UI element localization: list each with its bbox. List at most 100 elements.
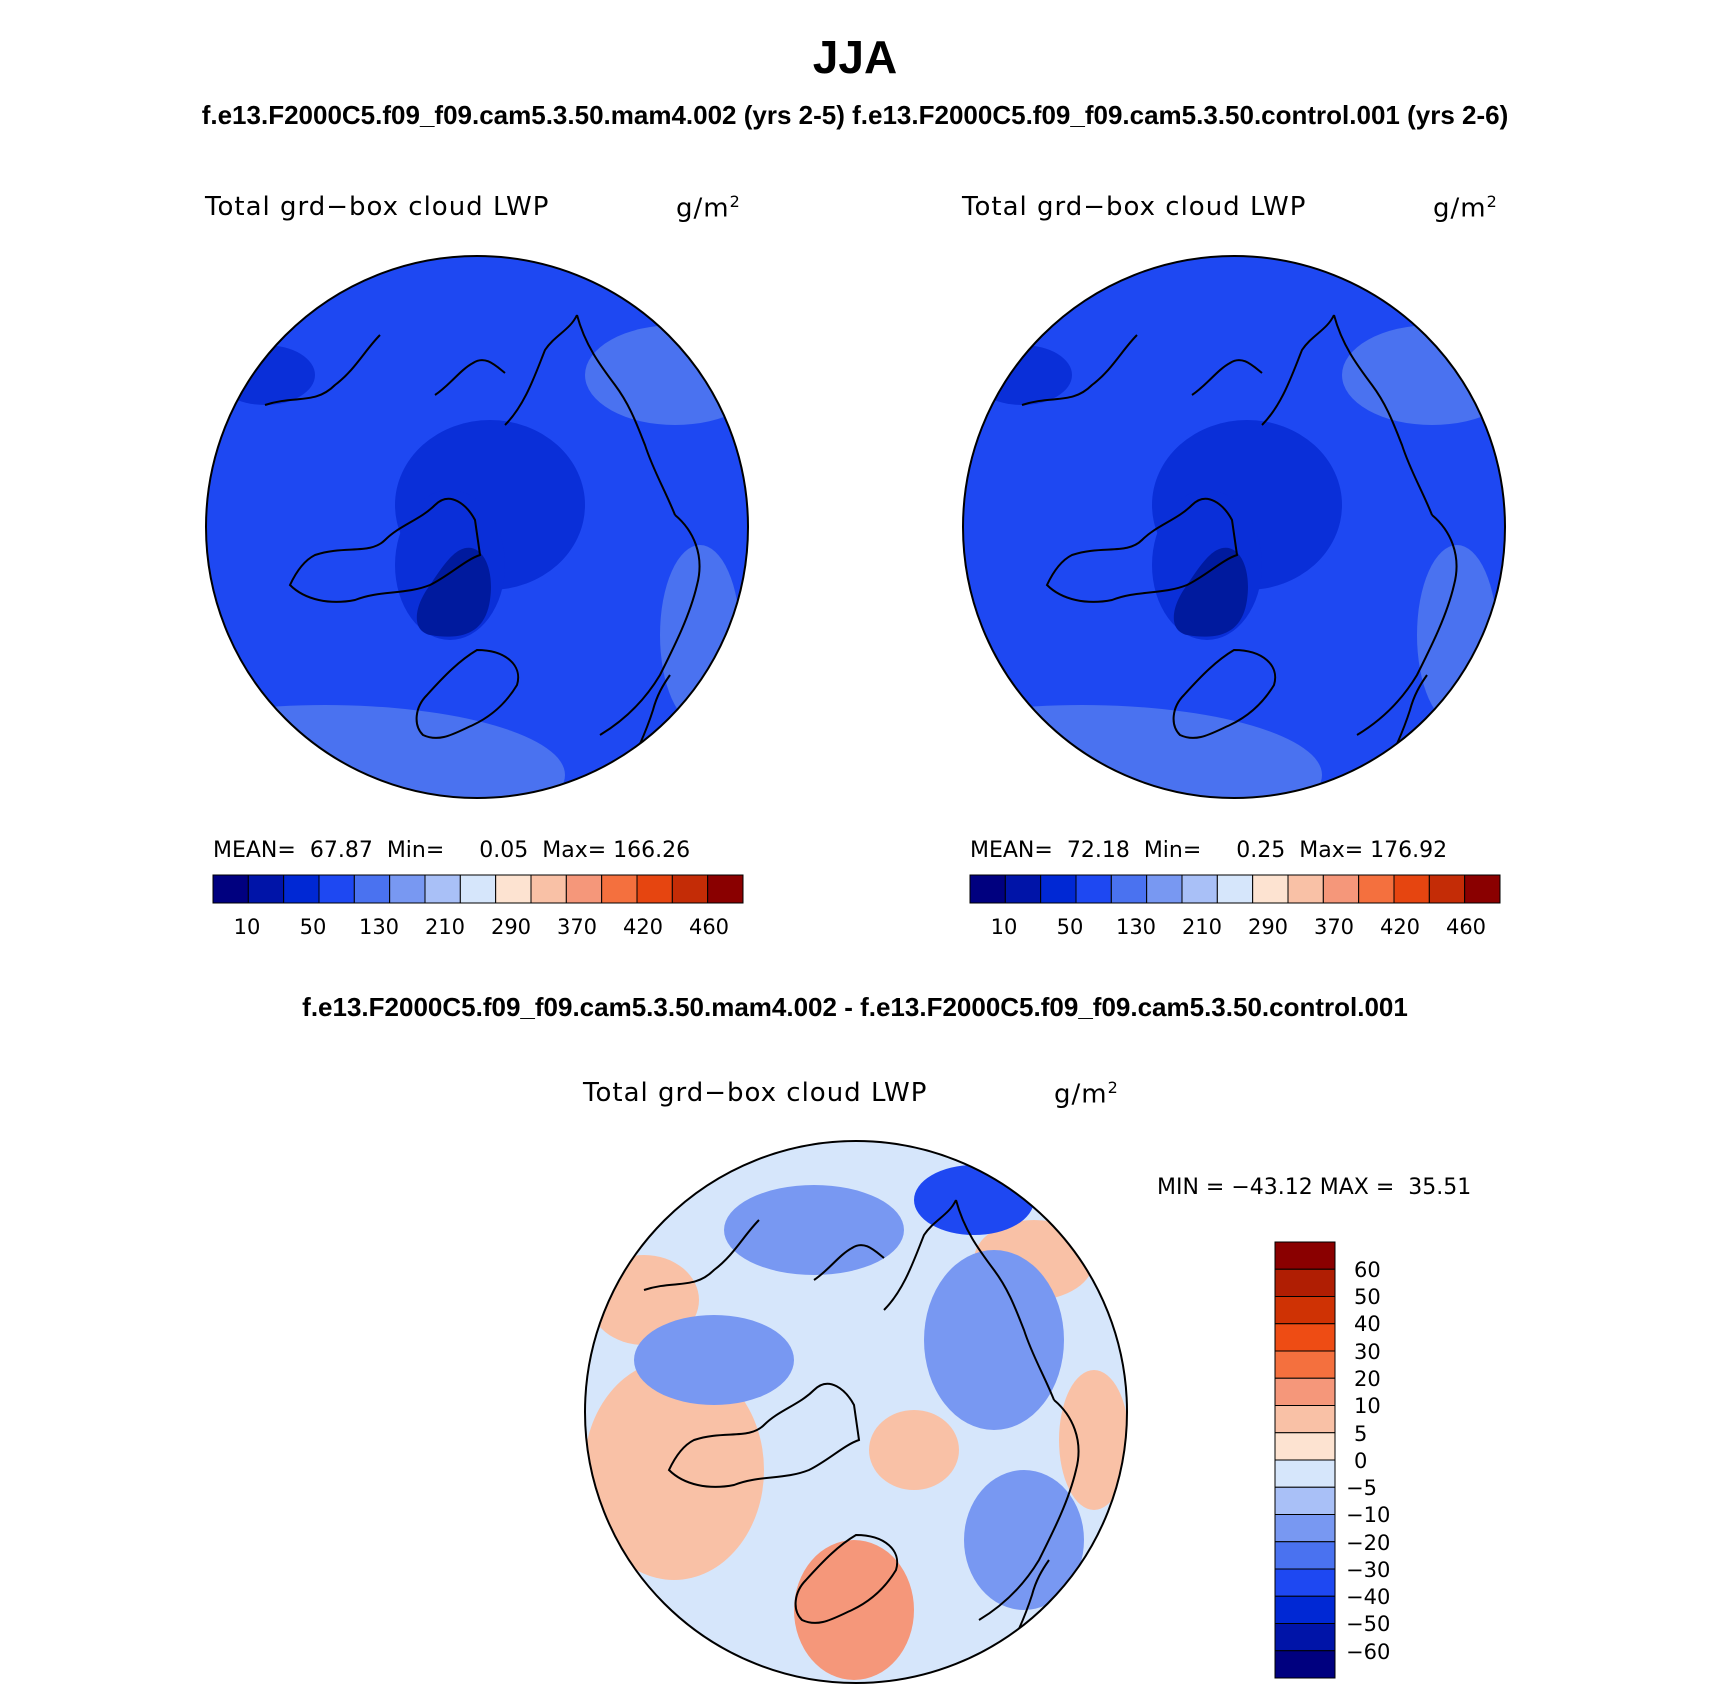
- panel1-max: 166.26: [613, 838, 691, 863]
- panel2-colorbar-box: [1216, 874, 1254, 904]
- panel3-colorbar-box: [1274, 1514, 1336, 1543]
- panel3-diff-negative-north: [724, 1185, 904, 1275]
- panel1-cbar-tick: 10: [233, 915, 261, 939]
- panel2-variable-title: Total grd−box cloud LWP: [962, 192, 1307, 222]
- panel2-cbar-tick: 210: [1181, 915, 1223, 939]
- panel2-storm-track: [963, 705, 1322, 798]
- panel3-coastline: [794, 1533, 899, 1624]
- panel2-colorbar-box: [1322, 874, 1360, 904]
- panel3-cbar-tick: 10: [1354, 1394, 1381, 1418]
- panel2-coastline: [1172, 648, 1277, 739]
- panel3-diff-positive-center: [869, 1410, 959, 1490]
- panel2-cbar-tick: 460: [1445, 915, 1487, 939]
- panel2-colorbar: [969, 874, 1501, 904]
- panel1-coastline: [415, 648, 520, 739]
- panel1-coastline: [599, 514, 701, 736]
- panel1-coastline: [434, 359, 506, 396]
- panel2-units: g/m2: [1433, 192, 1498, 224]
- panel3-variable-title: Total grd−box cloud LWP: [583, 1078, 928, 1108]
- panel1-field: [206, 256, 748, 798]
- panel1-colorbar-box: [459, 874, 497, 904]
- panel3-coastline: [883, 1199, 1055, 1401]
- panel3-diff-positive-east: [1059, 1370, 1127, 1510]
- panel3-cbar-tick: −50: [1346, 1612, 1391, 1636]
- panel1-min: 0.05: [479, 838, 529, 863]
- panel1-cbar-tick: 460: [688, 915, 730, 939]
- panel2-colorbar-box: [1181, 874, 1218, 904]
- chart-title: JJA: [812, 31, 898, 83]
- panel2-colorbar-box: [1464, 874, 1501, 904]
- panel1-coastline: [504, 314, 676, 516]
- panel1-alaska-low: [215, 345, 315, 405]
- panel3-diff-negative-ne: [924, 1250, 1064, 1430]
- panel2-cbar-tick: 50: [1056, 915, 1084, 939]
- panel2-colorbar-box: [1110, 874, 1148, 904]
- panel3-colorbar-box: [1274, 1623, 1336, 1652]
- panel3-field: [585, 1141, 1127, 1683]
- panel3-colorbar-box: [1274, 1377, 1336, 1406]
- panel2-colorbar-box: [1252, 874, 1289, 904]
- panel1-colorbar-box: [353, 874, 391, 904]
- panel1-cbar-tick: 290: [490, 915, 532, 939]
- panel1-colorbar-box: [565, 874, 603, 904]
- panel1-units: g/m2: [676, 192, 741, 224]
- panel1-coastline: [264, 334, 381, 406]
- panel3-cbar-tick: 20: [1354, 1367, 1381, 1391]
- panel2-coastline: [1356, 514, 1458, 736]
- panel1-stats: MEAN= 67.87 Min= 0.05 Max= 166.26: [213, 838, 691, 863]
- panel1-map: [205, 255, 749, 799]
- panel1-colorbar-box: [389, 874, 426, 904]
- panel3-coastline: [667, 1382, 861, 1488]
- panel2-colorbar-box: [1040, 874, 1077, 904]
- panel3-diff-positive-west: [585, 1360, 764, 1580]
- panel1-cbar-tick: 420: [622, 915, 664, 939]
- panel1-colorbar: [212, 874, 744, 904]
- panel3-colorbar-box: [1274, 1405, 1336, 1434]
- panel1-coastline: [288, 497, 482, 603]
- panel1-cbar-tick: 50: [299, 915, 327, 939]
- panel3-diff-negative-se: [964, 1470, 1084, 1610]
- panel2-colorbar-box: [969, 874, 1006, 904]
- panel2-cbar-tick: 370: [1313, 915, 1355, 939]
- panel2-cbar-tick: 290: [1247, 915, 1289, 939]
- panel3-cbar-tick: −10: [1346, 1503, 1391, 1527]
- panel3-cbar-tick: 50: [1354, 1285, 1381, 1309]
- panel3-coastline: [978, 1399, 1080, 1621]
- panel1-greenland-low: [416, 547, 491, 637]
- panel3-cbar-tick: −5: [1346, 1476, 1377, 1500]
- panel2-colorbar-box: [1146, 874, 1183, 904]
- panel3-colorbar-box: [1274, 1568, 1336, 1597]
- panel3-cbar-tick: −20: [1346, 1531, 1391, 1555]
- panel1-storm-track: [206, 705, 565, 798]
- panel3-cbar-tick: 30: [1354, 1340, 1381, 1364]
- panel3-colorbar-box: [1274, 1650, 1336, 1679]
- panel3-map: [584, 1140, 1128, 1684]
- panel2-min: 0.25: [1236, 838, 1286, 863]
- panel2-map: [962, 255, 1506, 799]
- panel2-field: [963, 256, 1505, 798]
- panel3-cbar-tick: 5: [1354, 1422, 1368, 1446]
- panel2-colorbar-box: [1075, 874, 1112, 904]
- panel3-colorbar-box: [1274, 1323, 1336, 1352]
- panel2-coastline: [1021, 334, 1138, 406]
- panel2-stats: MEAN= 72.18 Min= 0.25 Max= 176.92: [970, 838, 1448, 863]
- panel2-pacific-band: [1342, 325, 1505, 425]
- panel3-cbar-tick: −40: [1346, 1585, 1391, 1609]
- panel1-colorbar-box: [424, 874, 461, 904]
- panel2-mean: 72.18: [1066, 838, 1130, 863]
- panel1-colorbar-box: [318, 874, 355, 904]
- diff-subtitle: f.e13.F2000C5.f09_f09.cam5.3.50.mam4.002…: [302, 992, 1408, 1022]
- panel2-colorbar-box: [1004, 874, 1042, 904]
- panel2-cbar-tick: 420: [1379, 915, 1421, 939]
- panel3-colorbar-box: [1274, 1541, 1336, 1570]
- panel3-minmax: MIN = −43.12 MAX = 35.51: [1157, 1175, 1472, 1200]
- panel3-colorbar-box: [1274, 1350, 1336, 1379]
- panel3-colorbar-box: [1274, 1595, 1336, 1624]
- panel1-colorbar-box: [530, 874, 567, 904]
- panel2-coastline: [1191, 359, 1263, 396]
- panel1-cbar-tick: 210: [424, 915, 466, 939]
- panel3-units: g/m2: [1054, 1078, 1119, 1110]
- panel1-variable-title: Total grd−box cloud LWP: [205, 192, 550, 222]
- panel2-greenland-low: [1173, 547, 1248, 637]
- panel3-colorbar-box: [1274, 1432, 1336, 1461]
